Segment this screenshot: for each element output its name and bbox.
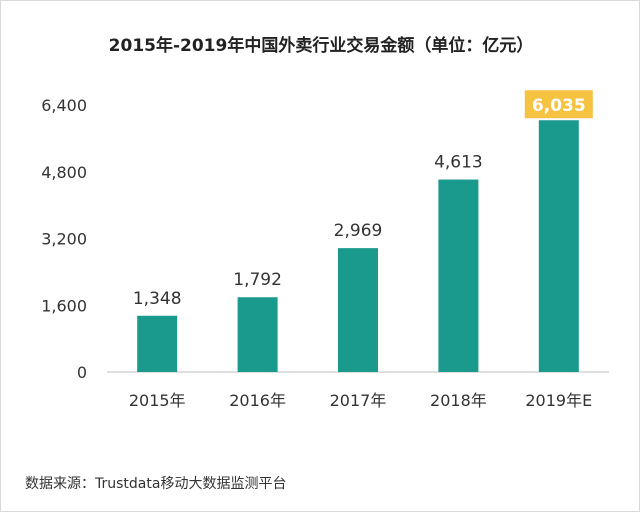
- x-axis: 2015年 2016年 2017年 2018年 2019年E: [129, 391, 592, 410]
- bar: [538, 120, 579, 372]
- y-tick-label: 3,200: [41, 230, 87, 249]
- y-tick-label: 6,400: [41, 96, 87, 115]
- x-tick-label: 2016年: [229, 391, 286, 410]
- y-tick-label: 1,600: [41, 296, 87, 315]
- highlight-label-box: [524, 90, 593, 119]
- x-tick-label: 2015年: [129, 391, 186, 410]
- value-label: 6,035: [532, 96, 586, 116]
- bar: [237, 297, 278, 372]
- bar: [338, 248, 378, 372]
- x-tick-label: 2017年: [330, 391, 387, 410]
- bar: [137, 315, 178, 372]
- x-tick-label: 2018年: [430, 391, 487, 410]
- y-tick-label: 0: [77, 363, 87, 382]
- value-label: 1,348: [133, 289, 182, 309]
- value-label: 2,969: [334, 221, 383, 241]
- y-tick-label: 4,800: [41, 163, 87, 182]
- x-tick-label: 2019年E: [525, 391, 592, 410]
- source-note: 数据来源：Trustdata移动大数据监测平台: [25, 476, 287, 492]
- bars: [137, 120, 579, 372]
- bar: [438, 179, 479, 372]
- value-label: 4,613: [434, 153, 483, 173]
- value-label: 1,792: [233, 270, 282, 290]
- chart-title: 2015年-2019年中国外卖行业交易金额（单位：亿元）: [108, 36, 534, 56]
- value-labels: 1,348 1,792 2,969 4,613 6,035: [133, 90, 593, 309]
- y-axis: 0 1,600 3,200 4,800 6,400: [41, 96, 87, 382]
